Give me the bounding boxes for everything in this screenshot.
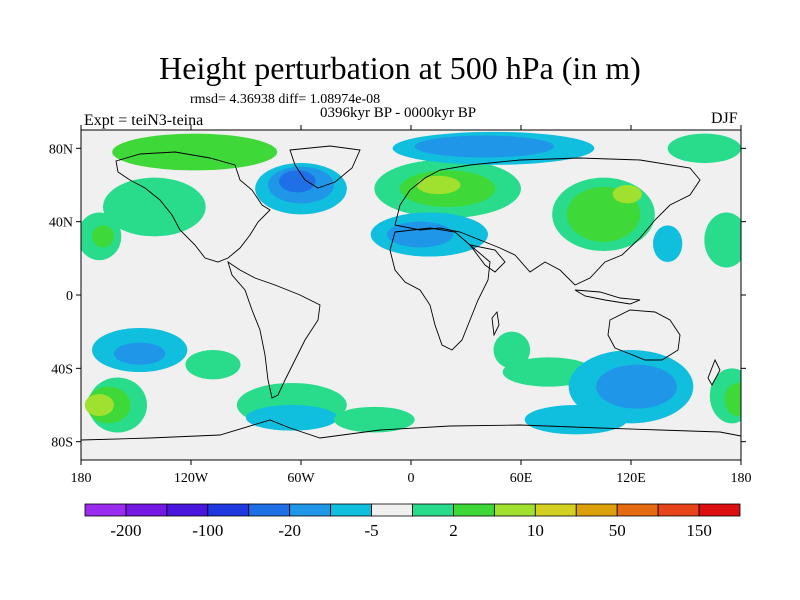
anomaly-region [524,405,628,435]
colorbar-swatch [84,503,127,517]
colorbar-swatch [166,503,209,517]
coastline-north-america [115,151,271,263]
colorbar-label: 50 [609,521,626,540]
lon-tick-label: 60E [510,471,533,486]
season-label: DJF [711,110,738,127]
anomaly-region [667,133,741,163]
colorbar-swatch [371,503,413,517]
colorbar-swatch [616,503,659,517]
colorbar-swatch [575,503,618,517]
anomaly-region [653,225,683,262]
anomaly-region [114,342,166,365]
coastline-africa [389,227,491,351]
colorbar-label: -200 [110,521,141,540]
rmsd-stats: rmsd= 4.36938 diff= 1.08974e-08 [190,92,381,107]
lat-tick-label: 80N [49,142,73,157]
colorbar-swatch [453,503,495,517]
anomaly-region [704,212,741,268]
lat-tick-label: 80S [51,436,73,451]
anomaly-region [112,133,278,171]
coastlines [81,145,741,441]
coastline-new-zealand [707,358,721,386]
lon-tick-label: 120W [174,471,209,486]
anomaly-region [246,405,338,431]
lat-tick-label: 40N [49,216,73,231]
lat-tick-label: 0 [66,289,73,304]
anomaly-region [596,364,677,409]
anomaly-region [724,383,741,416]
coastline-south-america [227,260,321,399]
colorbar-label: 2 [449,521,458,540]
lon-tick-label: 60W [287,471,315,486]
colorbar-label: 150 [686,521,712,540]
lat-tick-label: 40S [51,362,73,377]
lon-tick-label: 120E [616,471,646,486]
anomaly-region [279,170,316,193]
lon-tick-label: 180 [71,471,92,486]
colorbar-swatch [657,503,700,517]
colorbar-swatch [289,503,332,517]
map-area [81,130,741,460]
colorbar-label: -100 [192,521,223,540]
coastline-greenland [289,145,361,189]
anomaly-region [414,135,554,158]
colorbar-swatch [330,503,372,517]
colorbar-label: -20 [278,521,301,540]
anomaly-region [103,177,206,237]
colorbar: -200 -100 -20 -5 2 10 50 150 [84,503,741,540]
coastline-eurasia [394,157,701,286]
colorbar-swatch [412,503,454,517]
axis-ticks: 80N 40N 0 40S 80S 180 120W 60W 0 60E 120E 180 [49,125,752,486]
anomaly-region [185,350,241,380]
anomaly-region [612,185,642,204]
colorbar-swatch [207,503,250,517]
coastline-australia [607,309,681,361]
coastline-madagascar [491,310,500,337]
anomaly-region [92,225,114,248]
colorbar-swatch [534,503,577,517]
coastline-antarctica [81,419,741,441]
coastline-indonesia [574,289,641,305]
anomaly-region [493,331,531,369]
time-period: 0396kyr BP - 0000kyr BP [320,105,477,121]
colorbar-swatch [125,503,168,517]
lon-tick-label: 180 [731,471,752,486]
colorbar-swatch [493,503,536,517]
anomaly-region [416,175,461,195]
anomaly-fields [81,131,741,435]
coastline-arabia [468,244,506,273]
colorbar-swatch [248,503,291,517]
lon-tick-label: 0 [408,471,415,486]
anomaly-region [84,394,115,416]
anomaly-region [334,406,415,433]
colorbar-label: 10 [527,521,544,540]
colorbar-swatch [698,503,741,517]
plot-title: Height perturbation at 500 hPa (in m) [159,50,641,86]
experiment-label: Expt = teiN3-teina [84,112,204,129]
colorbar-label: -5 [364,521,378,540]
